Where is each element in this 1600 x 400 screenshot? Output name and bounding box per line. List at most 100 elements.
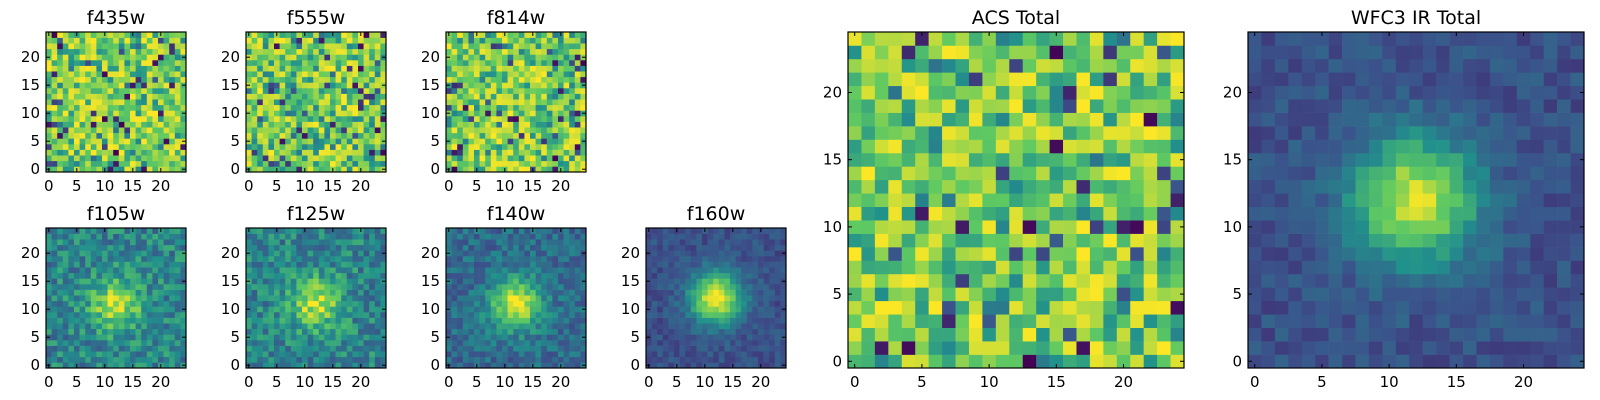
heatmap-cell [324, 160, 331, 167]
heatmap-cell [152, 362, 159, 369]
heatmap-cell [995, 247, 1010, 261]
heatmap-cell [490, 93, 497, 100]
heatmap-cell [752, 312, 759, 318]
heatmap-cell [769, 306, 776, 313]
heatmap-cell [524, 54, 531, 61]
heatmap-cell [563, 104, 570, 111]
heatmap-cell [451, 312, 458, 318]
heatmap-cell [502, 300, 508, 307]
heatmap-cell [352, 306, 359, 313]
heatmap-cell [85, 362, 92, 369]
heatmap-cell [346, 65, 353, 72]
heatmap-cell [507, 272, 514, 279]
heatmap-cell [651, 267, 658, 274]
heatmap-cell [318, 284, 325, 290]
heatmap-cell [274, 312, 280, 318]
heatmap-cell [569, 345, 576, 352]
heatmap-cell [330, 54, 336, 61]
heatmap-cell [774, 345, 781, 352]
heatmap-cell [290, 166, 297, 173]
heatmap-cell [1116, 179, 1131, 194]
heatmap-cell [262, 54, 269, 61]
heatmap-cell [563, 228, 570, 234]
heatmap-cell [296, 82, 303, 89]
heatmap-cell [524, 82, 531, 89]
heatmap-cell [1076, 206, 1091, 221]
heatmap-cell [535, 239, 542, 246]
heatmap-cell [741, 295, 748, 302]
heatmap-cell [96, 132, 103, 139]
heatmap-cell [580, 228, 587, 234]
heatmap-cell [169, 284, 176, 290]
heatmap-cell [135, 93, 142, 100]
heatmap-cell [1103, 341, 1118, 355]
heatmap-cell [274, 267, 280, 274]
heatmap-cell [563, 340, 570, 346]
heatmap-cell [85, 356, 92, 363]
heatmap-cell [735, 334, 742, 341]
heatmap-cell [118, 312, 125, 318]
heatmap-cell [574, 289, 581, 296]
heatmap-cell [51, 76, 58, 83]
heatmap-cell [274, 37, 280, 44]
heatmap-cell [358, 71, 364, 78]
heatmap-cell [380, 345, 387, 352]
heatmap-cell [302, 233, 308, 240]
heatmap-cell [113, 160, 120, 167]
heatmap-cell [724, 267, 731, 274]
heatmap-cell [118, 60, 125, 66]
heatmap-cell [730, 300, 736, 307]
heatmap-cell [518, 71, 525, 78]
heatmap-cell [518, 244, 525, 251]
heatmap-cell [955, 354, 970, 369]
heatmap-cell [446, 351, 452, 358]
heatmap-cell [468, 166, 475, 173]
heatmap-cell [1063, 233, 1077, 248]
heatmap-cell [113, 328, 120, 335]
heatmap-cell [79, 261, 86, 268]
heatmap-cell [541, 295, 548, 302]
heatmap-cell [130, 267, 136, 274]
heatmap-cell [735, 295, 742, 302]
heatmap-cell [113, 228, 120, 234]
heatmap-cell [546, 82, 553, 89]
heatmap-cell [679, 312, 686, 318]
x-tick-label: 15 [123, 373, 142, 391]
heatmap-cell [657, 228, 664, 234]
heatmap-cell [90, 144, 97, 150]
heatmap-cell [113, 121, 120, 128]
heatmap-cell [369, 82, 376, 89]
heatmap-cell [146, 76, 153, 83]
heatmap-cell [479, 328, 486, 335]
heatmap-cell [90, 278, 97, 285]
heatmap-cell [85, 71, 92, 78]
heatmap-cell [524, 278, 531, 285]
heatmap-cell [1157, 206, 1171, 221]
heatmap-cell [296, 110, 303, 117]
heatmap-cell [124, 323, 131, 330]
heatmap-cell [446, 116, 452, 122]
heatmap-cell [290, 328, 297, 335]
heatmap-cell [901, 273, 916, 288]
heatmap-cell [380, 99, 387, 106]
heatmap-cell [524, 138, 531, 145]
heatmap-cell [718, 323, 725, 330]
heatmap-cell [651, 323, 658, 330]
heatmap-cell [51, 88, 58, 94]
heatmap-cell [552, 155, 559, 162]
heatmap-cell [296, 323, 303, 330]
heatmap-cell [358, 60, 364, 66]
heatmap-cell [369, 300, 376, 307]
heatmap-cell [68, 284, 75, 290]
heatmap-cell [346, 295, 353, 302]
heatmap-cell [163, 54, 170, 61]
heatmap-cell [96, 272, 103, 279]
heatmap-cell [558, 233, 564, 240]
heatmap-cell [107, 37, 114, 44]
heatmap-cell [563, 289, 570, 296]
heatmap-cell [302, 104, 308, 111]
heatmap-cell [324, 166, 331, 173]
heatmap-cell [718, 228, 725, 234]
heatmap-cell [513, 54, 520, 61]
heatmap-cell [569, 328, 576, 335]
